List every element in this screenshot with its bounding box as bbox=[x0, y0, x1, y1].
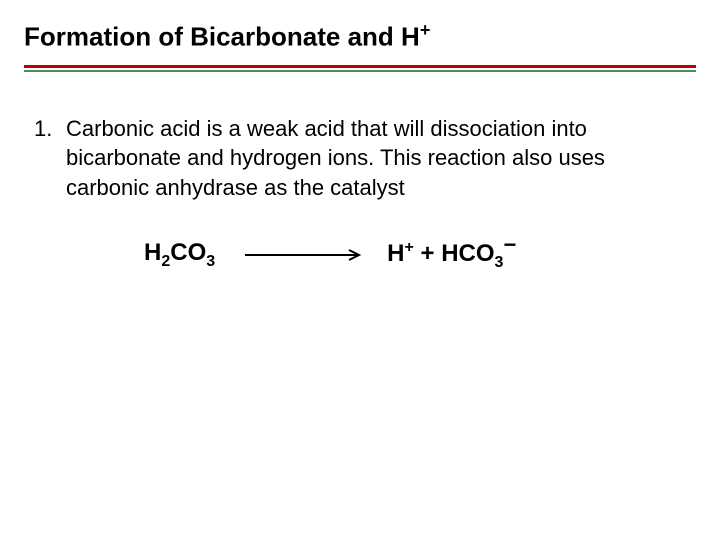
divider-line-top bbox=[24, 65, 696, 68]
title-superscript: + bbox=[420, 20, 431, 40]
eq-h-plus-h: H bbox=[387, 240, 404, 267]
title-text: Formation of Bicarbonate and H bbox=[24, 22, 420, 52]
eq-sub-3: 3 bbox=[206, 253, 215, 270]
numbered-list-item: 1. Carbonic acid is a weak acid that wil… bbox=[24, 114, 696, 203]
eq-plus-sign: + bbox=[414, 240, 441, 267]
divider-line-bottom bbox=[24, 70, 696, 72]
eq-sup-plus: + bbox=[405, 239, 414, 256]
list-text: Carbonic acid is a weak acid that will d… bbox=[66, 114, 696, 203]
eq-sub-2: 2 bbox=[161, 253, 170, 270]
list-number: 1. bbox=[34, 114, 66, 203]
equation-reactant: H2CO3 bbox=[144, 239, 215, 271]
equation-products: H+ + HCO3− bbox=[387, 239, 516, 272]
eq-h: H bbox=[144, 239, 161, 266]
eq-co: CO bbox=[170, 239, 206, 266]
title-divider bbox=[24, 65, 696, 72]
slide: Formation of Bicarbonate and H+ 1. Carbo… bbox=[0, 0, 720, 540]
eq-hco: HCO bbox=[441, 240, 494, 267]
slide-title: Formation of Bicarbonate and H+ bbox=[24, 20, 696, 53]
reaction-arrow-icon bbox=[245, 248, 365, 262]
chemical-equation: H2CO3 H+ + HCO3− bbox=[24, 239, 696, 272]
eq-sup-minus: − bbox=[503, 232, 516, 257]
